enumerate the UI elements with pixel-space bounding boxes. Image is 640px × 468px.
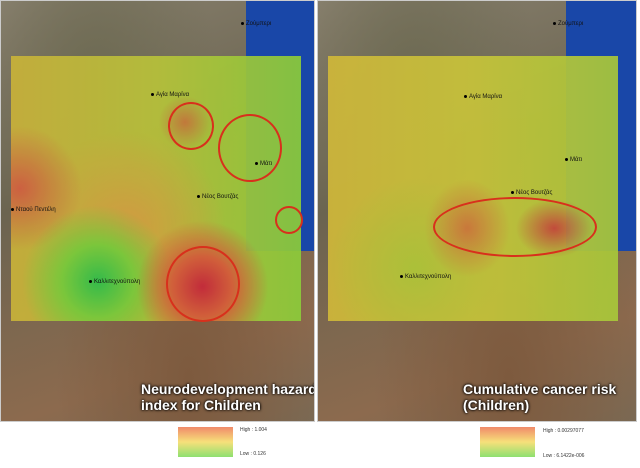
legend-high: High : 0.00297077	[543, 428, 584, 434]
place-label: Καλλιτεχνούπολη	[89, 279, 140, 285]
legend-color-ramp	[178, 427, 233, 457]
hotspot-circle	[433, 197, 597, 257]
legend-high: High : 1.004	[240, 427, 267, 433]
place-label: Νταού Πεντέλη	[11, 207, 56, 213]
place-label: Ζούμπερι	[241, 21, 271, 27]
map-title-line2: index for Children	[141, 397, 261, 413]
place-label: Αγία Μαρίνα	[151, 92, 189, 98]
legend-color-ramp	[480, 427, 535, 457]
legend-low: Low : 0.126	[240, 451, 266, 457]
place-label: Μάτι	[255, 161, 272, 167]
map-panel-neurodevelopment: Ζούμπερι Αγία Μαρίνα Μάτι Νέος Βουτζάς Ν…	[0, 0, 315, 422]
map-title: Neurodevelopment hazard index for Childre…	[141, 381, 315, 413]
hotspot-circle	[218, 114, 282, 182]
map-title-line1: Cumulative cancer risk	[463, 381, 617, 397]
map-panel-cancer-risk: Ζούμπερι Αγία Μαρίνα Μάτι Νέος Βουτζάς Κ…	[317, 0, 637, 422]
hotspot-circle	[275, 206, 303, 234]
hotspot-circle	[166, 246, 240, 322]
place-label: Νέος Βουτζάς	[511, 190, 552, 196]
map-title: Cumulative cancer risk (Children)	[463, 381, 616, 413]
hotspot-circle	[168, 102, 214, 150]
place-label: Αγία Μαρίνα	[464, 94, 502, 100]
place-label: Ζούμπερι	[553, 21, 583, 27]
legend-low: Low : 6.1422e-006	[543, 453, 585, 459]
hazard-overlay	[11, 56, 301, 321]
map-title-line2: (Children)	[463, 397, 530, 413]
place-label: Καλλιτεχνούπολη	[400, 274, 451, 280]
map-title-line1: Neurodevelopment hazard	[141, 381, 315, 397]
place-label: Μάτι	[565, 157, 582, 163]
risk-overlay	[328, 56, 618, 321]
place-label: Νέος Βουτζάς	[197, 194, 238, 200]
